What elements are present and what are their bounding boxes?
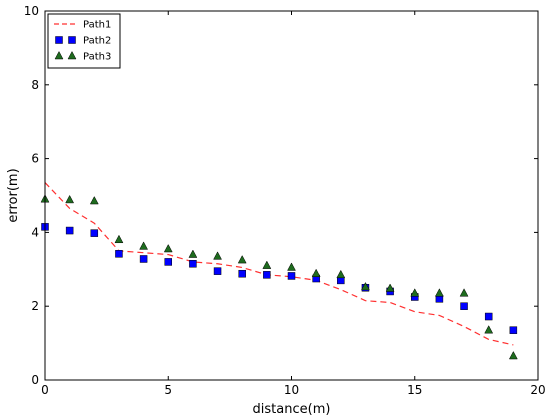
path3-point	[459, 288, 469, 297]
legend-swatch	[67, 50, 77, 60]
path2-point	[213, 267, 222, 275]
legend-swatch	[68, 36, 76, 44]
legend: Path1 Path2 Path3	[47, 13, 121, 69]
legend-entry-path3: Path3	[54, 50, 111, 63]
series-path1	[44, 182, 514, 346]
y-tick-label: 8	[31, 78, 39, 92]
series-path3	[40, 194, 518, 360]
path3-point	[237, 255, 247, 264]
path2-point	[287, 272, 296, 280]
path3-point	[262, 260, 272, 269]
path2-point	[90, 229, 99, 237]
path2-point	[509, 326, 518, 334]
legend-entry-path2: Path2	[55, 36, 111, 47]
path2-point	[484, 312, 493, 321]
path3-point	[385, 283, 395, 292]
path3-point	[188, 249, 198, 258]
path2-point	[263, 271, 271, 279]
path2-point	[65, 226, 74, 235]
path3-point	[311, 268, 321, 277]
legend-swatch	[55, 36, 63, 44]
plot-area	[40, 182, 518, 360]
path3-point	[287, 262, 296, 271]
legend-swatch	[54, 50, 64, 60]
path3-point	[508, 350, 518, 360]
x-tick-label: 20	[530, 383, 545, 397]
path2-point	[460, 302, 468, 310]
x-axis-label: distance(m)	[253, 402, 331, 417]
legend-label: Path2	[83, 36, 111, 47]
y-tick-label: 4	[31, 225, 39, 239]
legend-label: Path3	[83, 52, 111, 63]
path3-point	[484, 325, 494, 334]
series-path2	[41, 223, 518, 334]
path2-point	[189, 260, 197, 268]
y-tick-label: 0	[31, 373, 39, 387]
y-tick-label: 10	[24, 4, 39, 18]
path3-point	[89, 196, 99, 205]
path3-point	[434, 288, 444, 297]
y-tick-label: 6	[31, 152, 39, 166]
path3-point	[336, 269, 346, 279]
x-tick-label: 15	[407, 383, 422, 397]
path2-point	[139, 255, 148, 263]
path1-line	[44, 182, 514, 346]
path3-point	[361, 281, 370, 291]
x-tick-label: 0	[41, 383, 49, 397]
path3-point	[410, 288, 420, 297]
x-tick-label: 10	[284, 383, 299, 397]
legend-entry-path1: Path1	[54, 20, 111, 31]
path2-point	[238, 269, 246, 278]
path2-point	[164, 258, 172, 266]
path3-point	[139, 241, 149, 250]
path2-point	[115, 250, 123, 258]
path3-point	[65, 194, 75, 204]
path3-point	[114, 234, 124, 244]
path3-point	[163, 243, 173, 253]
y-axis-label: error(m)	[6, 168, 21, 222]
path3-point	[213, 251, 222, 260]
x-tick-label: 5	[164, 383, 172, 397]
y-tick-label: 2	[31, 299, 39, 313]
legend-label: Path1	[83, 20, 111, 31]
axis-ticks: 0 5 10 15 20 0 2 4 6 8 10	[24, 4, 546, 397]
